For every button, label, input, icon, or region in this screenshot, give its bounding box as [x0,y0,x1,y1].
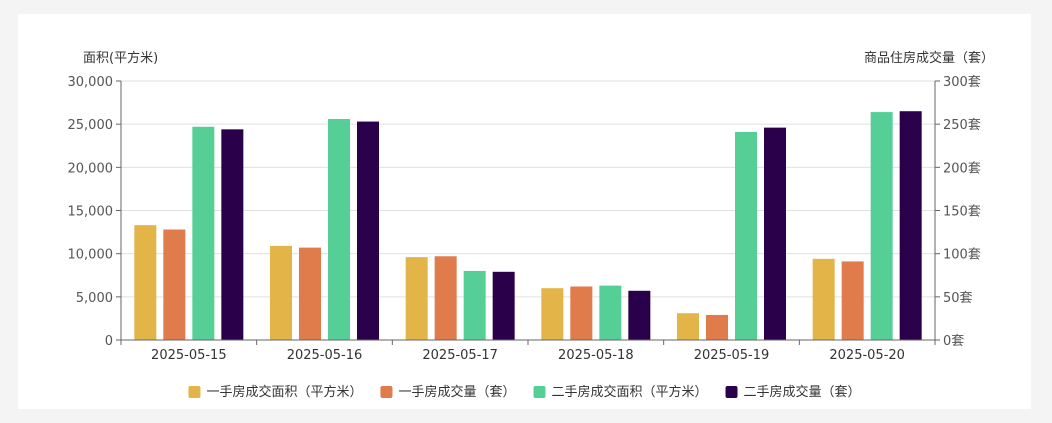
bar[interactable] [221,129,244,340]
chart-canvas: 0 5,000 10,000 15,000 20,000 25,000 30,000 0套 5… [68,50,995,400]
legend-label: 一手房成交面积（平方米） [206,384,362,400]
bar[interactable] [434,256,457,340]
bar[interactable] [812,258,835,340]
bar[interactable] [405,257,428,340]
right-tick-label: 250套 [943,117,981,133]
bar[interactable] [192,126,215,340]
bar[interactable] [735,131,757,340]
bars [134,111,922,341]
bar[interactable] [764,127,786,341]
x-tick-label: 2025-05-18 [558,348,634,363]
bar[interactable] [628,290,651,340]
legend-label: 二手房成交量（套） [744,384,861,400]
right-tick-label: 200套 [943,160,981,176]
right-tick-label: 150套 [943,204,981,220]
right-tick-label: 50套 [943,290,973,306]
bar[interactable] [570,286,593,340]
bar[interactable] [134,225,157,340]
legend-item[interactable]: 二手房成交量（套） [725,384,861,400]
left-tick-label: 10,000 [68,248,114,263]
left-tick-label: 20,000 [68,161,114,176]
bar[interactable] [899,111,922,340]
legend-label: 一手房成交量（套） [398,384,515,400]
right-axis-ticks: 0套 50套 100套 150套 200套 250套 300套 [943,74,981,349]
bar[interactable] [841,261,864,340]
left-tick-label: 5,000 [76,291,113,306]
legend-swatch [188,386,201,398]
bar[interactable] [677,313,699,340]
legend-label: 二手房成交面积（平方米） [552,384,708,400]
bar[interactable] [870,112,893,340]
left-tick-label: 25,000 [68,118,114,133]
x-tick-label: 2025-05-20 [829,348,905,363]
axes [116,80,940,345]
x-tick-label: 2025-05-17 [422,348,498,363]
bar[interactable] [328,118,350,340]
chart-panel: 0 5,000 10,000 15,000 20,000 25,000 30,000 0套 5… [18,14,1031,409]
bar[interactable] [163,229,186,340]
right-axis-title: 商品住房成交量（套） [864,50,994,66]
legend-item[interactable]: 一手房成交面积（平方米） [188,384,362,400]
legend-swatch [533,386,546,398]
bar[interactable] [299,247,321,340]
bar[interactable] [270,245,292,340]
left-tick-label: 0 [105,334,113,349]
x-tick-label: 2025-05-16 [287,348,363,363]
bar[interactable] [463,270,486,340]
bar[interactable] [357,121,379,341]
bar[interactable] [706,314,728,340]
right-tick-label: 100套 [943,247,981,263]
left-axis-ticks: 0 5,000 10,000 15,000 20,000 25,000 30,000 [68,75,114,349]
legend-item[interactable]: 一手房成交量（套） [380,384,516,400]
x-tick-label: 2025-05-15 [151,348,227,363]
legend[interactable]: 一手房成交面积（平方米） 一手房成交量（套） 二手房成交面积（平方米） 二手房成交量（… [188,384,861,400]
legend-swatch [725,386,738,398]
gridlines [121,80,935,298]
bar[interactable] [541,288,564,340]
right-tick-label: 300套 [943,74,981,90]
category-labels: 2025-05-15 2025-05-16 2025-05-17 2025-05-18… [151,348,905,363]
left-tick-label: 30,000 [68,75,114,90]
left-tick-label: 15,000 [68,205,114,220]
x-tick-label: 2025-05-19 [694,348,770,363]
legend-swatch [380,386,393,398]
legend-item[interactable]: 二手房成交面积（平方米） [533,384,708,400]
bar[interactable] [492,271,515,340]
left-axis-title: 面积(平方米) [83,50,158,66]
bar[interactable] [599,285,622,340]
right-tick-label: 0套 [943,333,964,349]
